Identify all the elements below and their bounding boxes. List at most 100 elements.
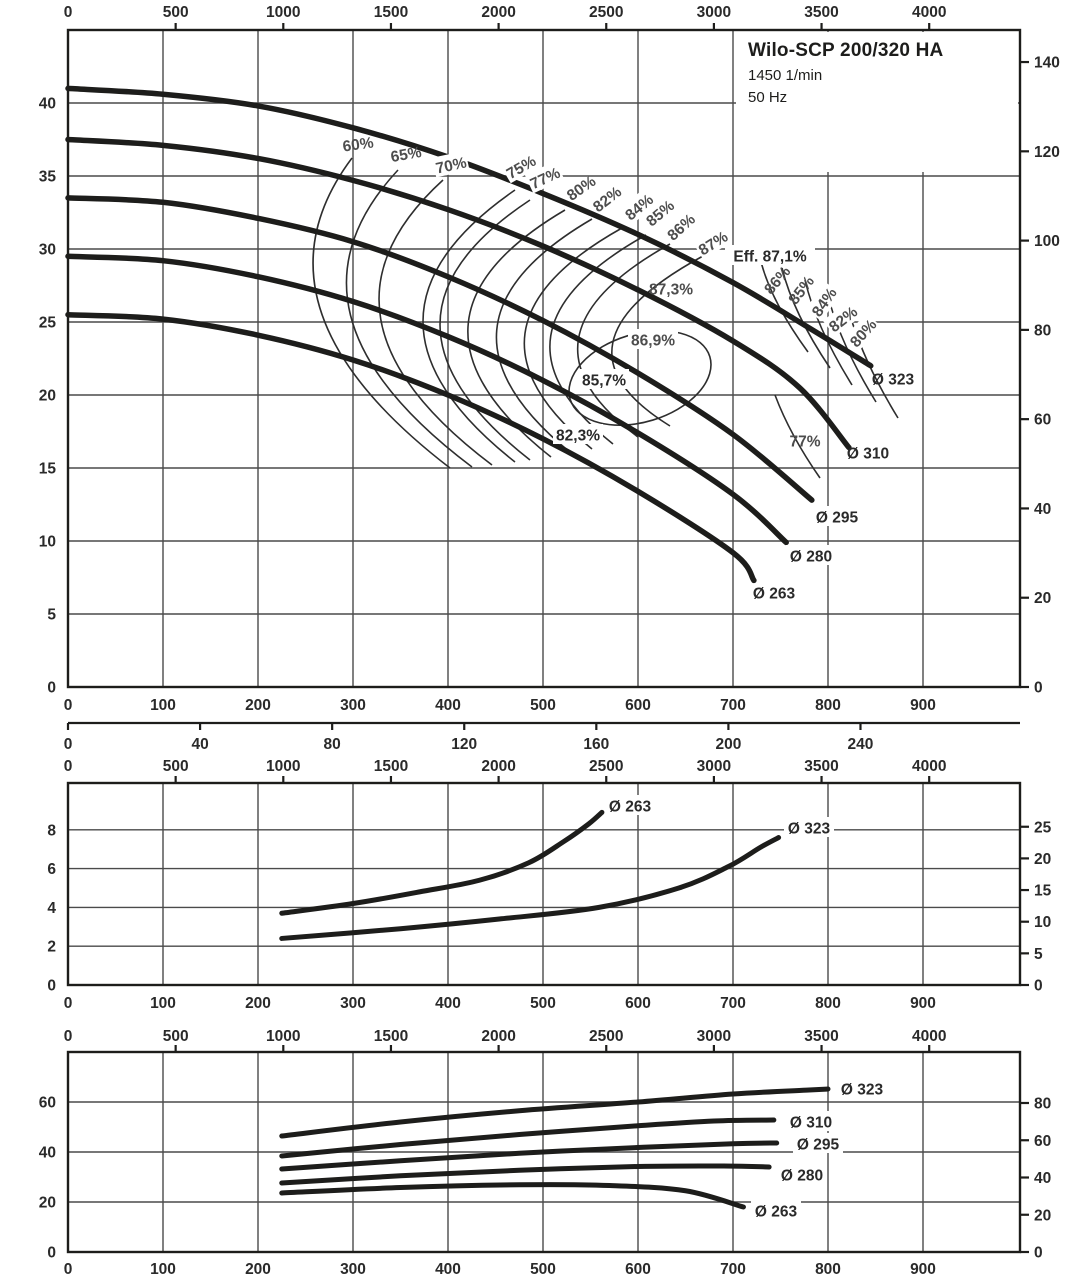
tick-label: 500 [530,1261,556,1278]
curve-323 [279,835,782,941]
tick-label: 100 [150,1261,176,1278]
tick-label: 40 [39,1145,56,1162]
tick-label: 1000 [266,758,300,775]
label-backdrop [628,329,678,349]
tick-label: 3500 [804,1028,838,1045]
annotation-label: 65% [389,144,423,166]
efficiency-contour [523,227,623,450]
curve-label: Ø 323 [784,817,834,838]
tick-label: 500 [530,697,556,714]
tick-label: 600 [625,697,651,714]
tick-label: 900 [910,697,936,714]
curve-label: Eff. 87,1% [725,245,815,266]
tick-label: 2500 [589,1028,623,1045]
tick-label: 15 [1034,883,1052,900]
tick-label: 6 [47,861,56,878]
efficiency-contour [774,394,821,479]
efficiency-contour [611,255,704,427]
tick-label: 700 [720,995,746,1012]
curve-label: 85,7% [579,369,629,390]
tick-label: 0 [1034,680,1043,697]
tick-label: 20 [1034,590,1051,607]
tick-label: 60 [1034,1133,1051,1150]
tick-label: 0 [47,680,56,697]
tick-label: 900 [910,995,936,1012]
tick-label: 0 [64,1261,73,1278]
curve-label: 87,3% [649,282,693,299]
label-backdrop [812,506,862,526]
curve-label: Ø 295 [793,1133,843,1154]
tick-label: 15 [39,461,57,478]
annotation-label: Ø 295 [797,1137,840,1154]
plot-frame [66,781,1022,987]
curve-label: 77% [789,434,820,451]
tick-label: 25 [1034,819,1052,836]
tick-label: 30 [39,242,56,259]
tick-label: 240 [848,736,874,753]
tick-label: 8 [47,822,56,839]
annotation-label: 87,3% [649,282,693,299]
tick-label: 200 [715,736,741,753]
annotation-label: Ø 280 [790,549,832,566]
label-backdrop [605,795,655,815]
curve-310 [65,136,852,451]
curve-label: Ø 310 [786,1111,836,1132]
label-backdrop [692,224,733,260]
tick-label: 500 [163,758,189,775]
annotation-label: Ø 310 [847,446,889,463]
label-backdrop [751,1200,801,1220]
label-backdrop [618,187,658,225]
tick-label: 60 [1034,412,1051,429]
tick-label: 400 [435,1261,461,1278]
tick-label: 600 [625,995,651,1012]
annotation-label: Ø 263 [753,586,796,603]
tick-label: 3000 [697,1028,731,1045]
label-backdrop [793,1133,843,1153]
curve-label: Ø 323 [841,1082,884,1099]
label-backdrop [725,245,815,265]
tick-label: 0 [64,758,73,775]
label-backdrop [579,369,629,389]
label-backdrop [432,150,470,178]
annotation-label: 70% [434,154,468,177]
tick-label: 300 [340,995,366,1012]
label-backdrop [500,148,541,184]
annotation-label: 77% [789,434,820,451]
tick-label: 25 [39,315,57,332]
annotation-label: Ø 323 [872,372,915,389]
tick-label: 400 [435,995,461,1012]
curve-label: Ø 263 [751,1200,801,1221]
label-backdrop [786,545,836,565]
tick-label: 2000 [481,758,515,775]
curve-label: Ø 310 [847,446,889,463]
tick-label: 200 [245,1261,271,1278]
tick-label: 1500 [374,758,408,775]
title-box: Wilo-SCP 200/320 HA 1450 1/min 50 Hz [736,32,1018,172]
curve-label: Ø 263 [753,586,796,603]
tick-label: 4 [47,900,56,917]
tick-label: 10 [39,534,56,551]
tick-label: 20 [1034,1207,1051,1224]
annotation-label: Ø 310 [790,1115,832,1132]
efficiency-contour [378,179,493,466]
annotation-label: Ø 295 [816,510,859,527]
curve-280 [279,1163,772,1186]
curve-label: Ø 280 [777,1164,827,1185]
label-backdrop [553,424,603,444]
annotation-label: Ø 323 [788,821,831,838]
tick-label: 200 [245,697,271,714]
label-backdrop [786,1111,836,1131]
curve-label: Ø 295 [812,506,862,527]
tick-label: 20 [39,1195,56,1212]
tick-label: 2500 [589,4,623,21]
tick-label: 200 [245,995,271,1012]
tick-label: 500 [163,4,189,21]
label-backdrop [805,281,842,322]
tick-label: 800 [815,697,841,714]
label-backdrop [822,299,862,337]
tick-label: 1000 [266,1028,300,1045]
efficiency-contour [422,189,516,463]
